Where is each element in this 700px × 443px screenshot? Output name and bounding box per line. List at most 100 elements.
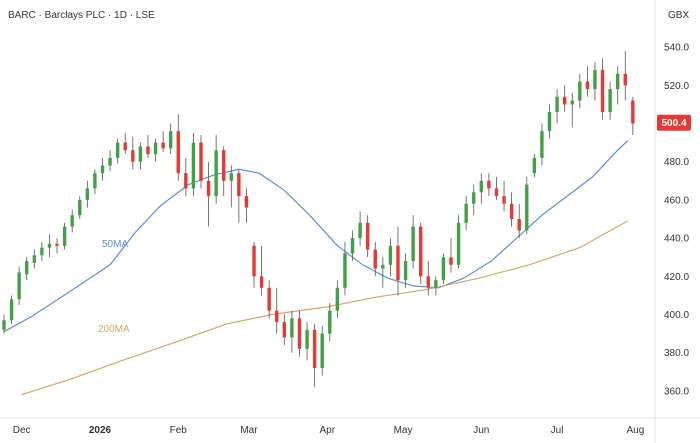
y-tick-label: 420.0 [664, 272, 689, 283]
candle [403, 253, 408, 288]
candle [411, 215, 415, 269]
candle-body [267, 287, 271, 311]
candle [328, 303, 332, 342]
candle-body [623, 73, 627, 86]
candle [487, 173, 491, 197]
candle-body [25, 261, 29, 275]
candle-body [328, 310, 332, 334]
candle-body [222, 150, 226, 181]
candle [426, 261, 430, 296]
candle-body [282, 322, 287, 338]
candle [335, 280, 340, 319]
candle [479, 173, 484, 204]
candle-body [62, 226, 67, 246]
candle-body [540, 131, 544, 158]
y-tick-label: 460.0 [664, 195, 689, 206]
candle-body [244, 196, 249, 208]
candle-body [487, 180, 491, 189]
candle-body [547, 112, 552, 132]
candle [343, 241, 347, 296]
candle-body [472, 192, 476, 204]
candle [585, 66, 590, 97]
candle [623, 50, 627, 101]
candle-body [464, 203, 468, 223]
candle-body [85, 188, 90, 200]
ma-line-50ma [3, 140, 629, 333]
candle-body [381, 264, 385, 269]
candle-body [108, 157, 112, 166]
candle [93, 169, 97, 195]
candle [388, 238, 393, 277]
candle-body [403, 261, 408, 281]
ma-label-200ma: 200MA [98, 324, 130, 335]
candle-body [373, 249, 377, 269]
candle [161, 131, 165, 153]
candle [9, 295, 14, 325]
time-axis: Dec 2026 Feb Mar Apr May Jun Jul Aug [13, 425, 644, 436]
candle-body [615, 73, 620, 90]
candle [472, 184, 476, 216]
candle [32, 249, 37, 269]
candle-body [199, 142, 203, 181]
candle [517, 203, 521, 239]
candle [2, 314, 6, 334]
x-tick-label: Dec [13, 425, 31, 436]
candle-body [358, 222, 362, 239]
candle-body [115, 142, 120, 158]
candle-body [350, 238, 355, 254]
candle-body [161, 142, 165, 149]
currency-label: GBX [668, 10, 689, 21]
candle [191, 133, 196, 197]
candle [176, 113, 180, 181]
candle [40, 241, 44, 262]
y-tick-label: 520.0 [664, 81, 689, 92]
candle [47, 234, 52, 258]
candle-body [562, 96, 567, 105]
candle [17, 266, 21, 305]
candle-body [123, 142, 127, 151]
x-tick-label: Jul [551, 425, 564, 436]
candle [115, 138, 120, 164]
candle [525, 176, 529, 235]
candle-body [525, 184, 529, 231]
candle [267, 280, 271, 319]
y-tick-label: 360.0 [664, 386, 689, 397]
candle-body [252, 245, 256, 277]
candle-body [47, 243, 52, 248]
candle [229, 165, 233, 208]
candle [615, 66, 620, 105]
candle [540, 123, 544, 166]
candle [578, 73, 582, 109]
candle-body [570, 100, 574, 105]
candle [259, 245, 264, 296]
candle [123, 133, 127, 155]
candle-body [214, 150, 218, 197]
candle [290, 310, 294, 353]
candle [419, 222, 423, 284]
candle-body [290, 318, 294, 338]
candle-body [509, 203, 514, 219]
candle-body [578, 81, 582, 101]
candle [464, 196, 468, 231]
candle-body [320, 333, 324, 368]
candle-body [517, 219, 521, 231]
candle-body [631, 100, 635, 124]
candle-body [229, 173, 233, 181]
candle [593, 62, 597, 101]
candle [252, 241, 256, 288]
candle-body [184, 173, 188, 189]
candle [138, 142, 143, 170]
candle [502, 180, 506, 212]
candle [168, 123, 173, 155]
x-tick-label: 2026 [89, 425, 112, 436]
candle [381, 257, 385, 288]
candle-body [70, 215, 74, 227]
x-tick-label: May [394, 425, 413, 436]
candle-body [388, 245, 393, 265]
candle-body [502, 196, 506, 204]
candle [244, 188, 249, 223]
y-tick-label: 540.0 [664, 43, 689, 54]
